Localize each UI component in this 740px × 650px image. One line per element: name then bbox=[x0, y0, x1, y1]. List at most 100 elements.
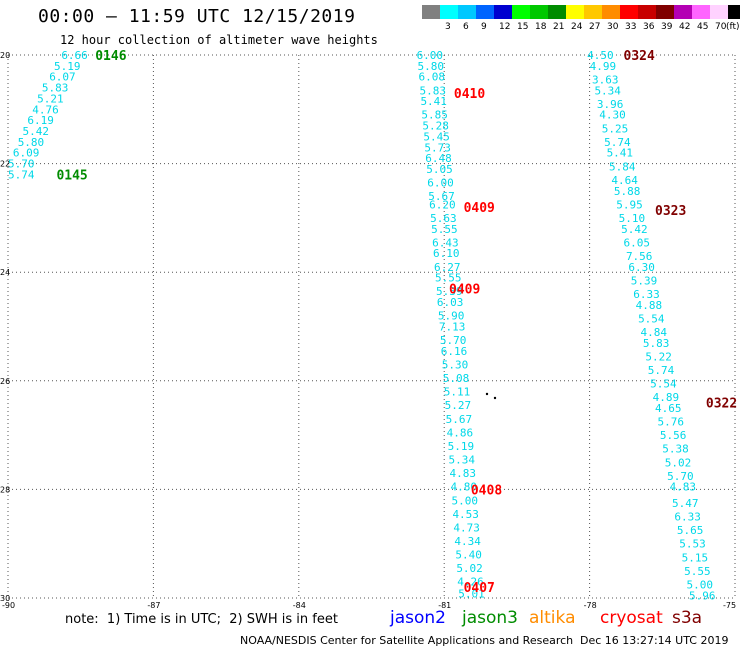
swh-value: 4.50 bbox=[587, 49, 614, 62]
pass-time-label: 0324 bbox=[624, 49, 655, 64]
lon-tick-label: -87 bbox=[147, 601, 160, 610]
legend-value: 70 bbox=[715, 22, 727, 32]
legend-swatch bbox=[710, 5, 728, 19]
swh-value: 6.48 bbox=[425, 152, 452, 165]
legend-swatch bbox=[458, 5, 476, 19]
swh-value: 5.73 bbox=[424, 141, 451, 154]
swh-value: 5.47 bbox=[672, 497, 699, 510]
swh-value: 6.07 bbox=[49, 71, 76, 84]
swh-value: 4.83 bbox=[670, 481, 697, 494]
legend-swatch bbox=[602, 5, 620, 19]
legend-value: 39 bbox=[661, 22, 673, 32]
legend-swatch bbox=[512, 5, 530, 19]
swh-value: 6.09 bbox=[13, 147, 39, 160]
swh-value: 5.00 bbox=[687, 578, 714, 591]
swh-value: 6.08 bbox=[419, 71, 446, 84]
swh-value: 5.10 bbox=[619, 212, 646, 225]
legend-swatch bbox=[530, 5, 548, 19]
satellite-tracks: 6.665.196.075.835.214.766.195.425.806.09… bbox=[8, 49, 737, 602]
swh-value: 7.56 bbox=[626, 250, 653, 263]
pass-time-label: 0409 bbox=[464, 201, 495, 216]
legend-swatch bbox=[440, 5, 458, 19]
swh-value: 5.96 bbox=[689, 589, 716, 602]
swh-value: 5.84 bbox=[609, 160, 636, 173]
legend-swatch bbox=[692, 5, 710, 19]
swh-value: 6.00 bbox=[417, 49, 444, 62]
lat-tick-label: 26 bbox=[0, 377, 10, 386]
swh-value: 5.67 bbox=[446, 413, 473, 426]
map-dot bbox=[493, 396, 497, 400]
swh-value: 6.27 bbox=[434, 261, 461, 274]
swh-value: 5.42 bbox=[23, 125, 50, 138]
swh-value: 4.26 bbox=[457, 576, 484, 589]
legend-value: 27 bbox=[589, 22, 601, 32]
pass-time-label: 0408 bbox=[471, 483, 502, 498]
legend-swatch bbox=[638, 5, 656, 19]
swh-value: 5.00 bbox=[451, 494, 478, 507]
legend-swatch bbox=[494, 5, 512, 19]
swh-value: 5.39 bbox=[631, 274, 658, 287]
generated-time: Dec 16 13:27:14 UTC 2019 bbox=[580, 634, 729, 647]
swh-value: 5.83 bbox=[643, 337, 670, 350]
legend-value: 6 bbox=[463, 22, 469, 32]
swh-value: 3.96 bbox=[597, 98, 624, 111]
swh-value: 5.21 bbox=[37, 92, 64, 105]
swh-value: 6.33 bbox=[633, 288, 660, 301]
swh-value: 4.89 bbox=[653, 391, 680, 404]
pass-time-label: 0146 bbox=[95, 49, 126, 64]
legend-swatch bbox=[674, 5, 692, 19]
legend-value: 45 bbox=[697, 22, 709, 32]
legend-swatch bbox=[422, 5, 440, 19]
legend-value: 33 bbox=[625, 22, 637, 32]
lat-tick-label: 24 bbox=[0, 268, 10, 277]
swh-value: 5.74 bbox=[8, 168, 35, 181]
legend-value: 15 bbox=[517, 22, 529, 32]
swh-value: 5.74 bbox=[648, 364, 675, 377]
lon-tick-label: -75 bbox=[723, 601, 736, 610]
pass-time-label: 0322 bbox=[706, 397, 737, 412]
swh-value: 5.22 bbox=[645, 350, 672, 363]
legend-swatch bbox=[566, 5, 584, 19]
lat-tick-label: 22 bbox=[0, 160, 10, 169]
swh-value: 6.33 bbox=[674, 511, 701, 524]
swh-value: 5.27 bbox=[445, 399, 472, 412]
swh-value: 6.16 bbox=[441, 345, 468, 358]
legend-unit: (ft) bbox=[726, 22, 740, 32]
lon-tick-label: -81 bbox=[438, 601, 451, 610]
legend-swatch bbox=[476, 5, 494, 19]
swh-value: 4.53 bbox=[452, 508, 479, 521]
swh-value: 4.80 bbox=[451, 481, 478, 494]
swh-value: 4.34 bbox=[454, 535, 481, 548]
legend-swatch bbox=[656, 5, 674, 19]
legend-value: 24 bbox=[571, 22, 583, 32]
swh-value: 5.56 bbox=[660, 429, 687, 442]
swh-value: 4.65 bbox=[655, 402, 682, 415]
page-title: 00:00 — 11:59 UTC 12/15/2019 bbox=[38, 6, 356, 27]
swh-value: 5.45 bbox=[423, 130, 450, 143]
swh-value: 5.02 bbox=[456, 562, 483, 575]
track-s3a: 4.504.993.635.343.964.305.255.745.415.84… bbox=[587, 49, 737, 602]
swh-value: 5.70 bbox=[440, 334, 467, 347]
swh-value: 4.64 bbox=[611, 174, 638, 187]
swh-value: 4.84 bbox=[640, 326, 667, 339]
swh-value: 5.28 bbox=[422, 120, 449, 133]
swh-value: 5.55 bbox=[684, 565, 711, 578]
swh-value: 5.67 bbox=[428, 190, 455, 203]
legend-jason2: jason2 bbox=[390, 608, 446, 628]
swh-value: 5.15 bbox=[682, 551, 709, 564]
swh-value: 5.39 bbox=[436, 285, 463, 298]
swh-value: 5.74 bbox=[604, 136, 631, 149]
swh-value: 7.13 bbox=[439, 321, 466, 334]
legend-jason3: jason3 bbox=[462, 608, 518, 628]
swh-value: 5.41 bbox=[420, 95, 447, 108]
swh-value: 4.30 bbox=[599, 109, 626, 122]
swh-value: 4.86 bbox=[447, 426, 474, 439]
lon-tick-label: -84 bbox=[293, 601, 306, 610]
swh-value: 5.42 bbox=[621, 223, 648, 236]
lat-tick-label: 28 bbox=[0, 485, 10, 494]
swh-value: 6.05 bbox=[624, 236, 651, 249]
track-cryosat: 6.005.806.085.835.415.855.285.455.736.48… bbox=[417, 49, 503, 601]
swh-value: 5.01 bbox=[458, 588, 485, 601]
swh-value: 5.80 bbox=[18, 136, 45, 149]
